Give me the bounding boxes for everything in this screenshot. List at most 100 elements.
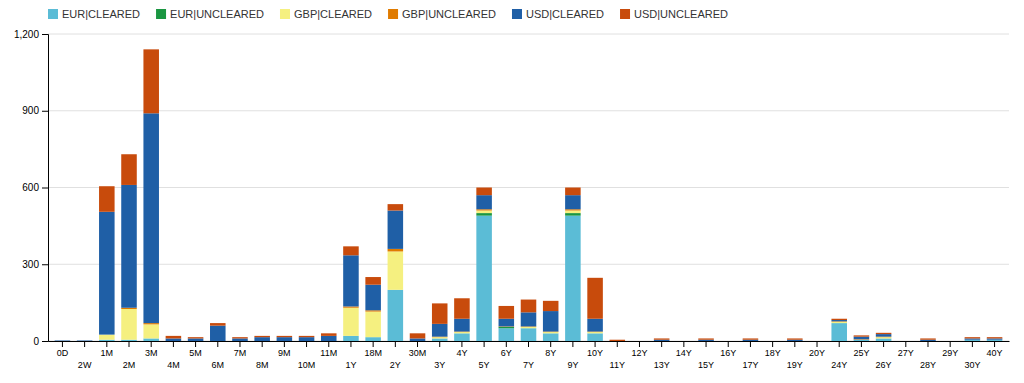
x-tick-label: 17Y bbox=[742, 360, 758, 370]
bar-segment bbox=[809, 341, 825, 342]
bar-segment bbox=[388, 290, 404, 341]
bar-segment bbox=[720, 341, 736, 342]
legend-label: USD|UNCLEARED bbox=[634, 8, 728, 20]
x-tick-mark bbox=[528, 341, 529, 347]
bar-segment bbox=[499, 326, 515, 327]
bar-segment bbox=[166, 336, 182, 339]
x-tick: 27Y bbox=[898, 341, 914, 358]
bar-segment bbox=[476, 195, 492, 209]
x-tick-label: 7M bbox=[234, 348, 247, 358]
x-tick-label: 2W bbox=[78, 360, 92, 370]
x-tick-mark bbox=[728, 341, 729, 347]
grid-line bbox=[48, 187, 1009, 188]
bar-segment bbox=[831, 319, 847, 320]
x-tick: 3M bbox=[145, 341, 158, 358]
bar-segment bbox=[965, 338, 981, 339]
x-tick-mark bbox=[839, 341, 840, 347]
bar-segment bbox=[365, 285, 381, 311]
x-tick-mark bbox=[262, 341, 263, 347]
bar-segment bbox=[454, 333, 470, 334]
x-tick: 30M bbox=[409, 341, 427, 358]
bar-segment bbox=[610, 341, 626, 342]
legend-swatch bbox=[48, 9, 58, 19]
x-tick-mark bbox=[106, 341, 107, 347]
x-tick: 13Y bbox=[654, 341, 670, 370]
x-tick-label: 2M bbox=[123, 360, 136, 370]
bar-segment bbox=[854, 339, 870, 340]
bar-segment bbox=[698, 338, 714, 339]
bar-series bbox=[55, 113, 1003, 341]
legend-swatch bbox=[156, 9, 166, 19]
bar-segment bbox=[99, 186, 115, 212]
bar-segment bbox=[787, 341, 803, 342]
x-tick-label: 6Y bbox=[501, 348, 512, 358]
bar-segment bbox=[210, 323, 226, 326]
y-tick-mark bbox=[42, 188, 48, 189]
bar-segment bbox=[610, 340, 626, 341]
bar-segment bbox=[476, 211, 492, 214]
x-tick: 5Y bbox=[479, 341, 490, 370]
x-tick-label: 26Y bbox=[876, 360, 892, 370]
x-tick-mark bbox=[306, 341, 307, 347]
bar-segment bbox=[499, 328, 515, 341]
bar-segment bbox=[432, 338, 448, 341]
bar-series bbox=[99, 216, 1002, 341]
x-tick-label: 10M bbox=[298, 360, 316, 370]
bar-segment bbox=[587, 278, 603, 319]
x-tick-mark bbox=[883, 341, 884, 347]
y-tick: 0 bbox=[33, 336, 48, 347]
x-tick-mark bbox=[706, 341, 707, 347]
x-tick-mark bbox=[373, 341, 374, 347]
bar-segment bbox=[698, 341, 714, 342]
x-tick-label: 12Y bbox=[631, 348, 647, 358]
bar-segment bbox=[121, 308, 137, 309]
legend-label: GBP|UNCLEARED bbox=[402, 8, 496, 20]
bar-segment bbox=[277, 337, 293, 341]
bar-segment bbox=[698, 340, 714, 341]
bar-segment bbox=[787, 341, 803, 342]
x-tick: 29Y bbox=[942, 341, 958, 358]
bar-series bbox=[99, 211, 891, 340]
bar-segment bbox=[343, 336, 359, 341]
x-tick-label: 9Y bbox=[567, 360, 578, 370]
bar-segment bbox=[920, 338, 936, 339]
x-tick-mark bbox=[506, 341, 507, 347]
bar-segment bbox=[410, 338, 426, 341]
bar-segment bbox=[898, 341, 914, 342]
bar-segment bbox=[898, 341, 914, 342]
bar-segment bbox=[632, 341, 648, 342]
x-tick: 3Y bbox=[434, 341, 445, 370]
bar-segment bbox=[676, 341, 692, 342]
bar-segment bbox=[543, 311, 559, 331]
bar-segment bbox=[987, 339, 1003, 340]
bar-segment bbox=[454, 332, 470, 333]
x-tick-mark bbox=[217, 341, 218, 347]
legend-item: USD|UNCLEARED bbox=[620, 8, 728, 20]
x-tick-mark bbox=[905, 341, 906, 347]
x-tick-mark bbox=[129, 341, 130, 347]
bar-segment bbox=[543, 301, 559, 311]
bar-segment bbox=[787, 340, 803, 341]
bar-segment bbox=[942, 341, 958, 342]
legend-item: GBP|CLEARED bbox=[280, 8, 372, 20]
bar-segment bbox=[632, 341, 648, 342]
bar-segment bbox=[321, 333, 337, 336]
bar-segment bbox=[432, 324, 448, 337]
bar-segment bbox=[987, 339, 1003, 340]
x-tick-label: 8M bbox=[256, 360, 269, 370]
bar-segment bbox=[720, 341, 736, 342]
bar-segment bbox=[365, 312, 381, 338]
x-tick-label: 3Y bbox=[434, 360, 445, 370]
x-tick: 2M bbox=[123, 341, 136, 370]
bar-segment bbox=[942, 341, 958, 342]
bar-segment bbox=[831, 320, 847, 321]
bar-segment bbox=[898, 341, 914, 342]
y-tick: 600 bbox=[22, 182, 48, 193]
x-tick-mark bbox=[284, 341, 285, 347]
bar-segment bbox=[920, 341, 936, 342]
bar-segment bbox=[343, 308, 359, 336]
bar-segment bbox=[365, 310, 381, 311]
x-tick: 19Y bbox=[787, 341, 803, 370]
bar-segment bbox=[720, 341, 736, 342]
bar-segment bbox=[121, 309, 137, 340]
